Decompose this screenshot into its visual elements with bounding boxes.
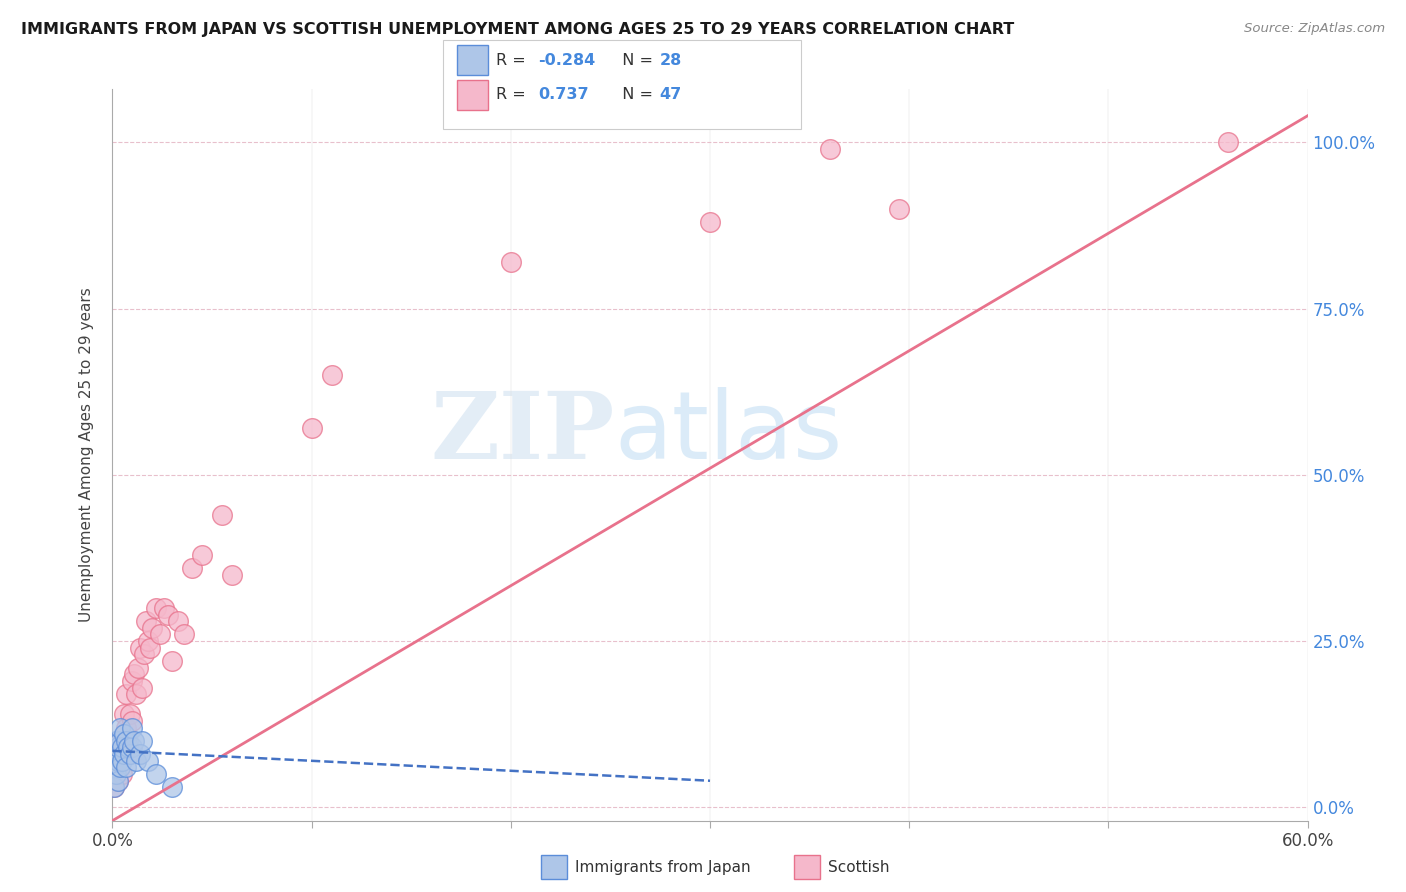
Point [138,754,160,768]
Point [115,734,138,748]
Point [107,773,129,788]
Point [115,721,138,735]
Text: -0.284: -0.284 [538,53,596,68]
Point [301,421,323,435]
Text: IMMIGRANTS FROM JAPAN VS SCOTTISH UNEMPLOYMENT AMONG AGES 25 TO 29 YEARS CORRELA: IMMIGRANTS FROM JAPAN VS SCOTTISH UNEMPL… [21,22,1014,37]
Point [117,734,139,748]
Point [173,627,195,641]
Point [699,215,721,229]
Point [211,508,233,522]
Point [181,561,204,575]
Point [105,767,128,781]
Point [162,654,183,668]
Point [105,747,128,761]
Point [131,681,153,695]
Point [1216,136,1239,150]
Point [120,707,142,722]
Point [107,773,129,788]
Text: Source: ZipAtlas.com: Source: ZipAtlas.com [1244,22,1385,36]
Point [107,740,129,755]
Point [103,760,125,774]
Point [818,142,841,156]
Text: N =: N = [612,87,658,103]
Y-axis label: Unemployment Among Ages 25 to 29 years: Unemployment Among Ages 25 to 29 years [79,287,94,623]
Point [162,780,183,795]
Point [117,740,139,755]
Point [141,621,163,635]
Point [125,754,148,768]
Point [110,721,132,735]
Point [138,634,160,648]
Point [121,673,143,688]
Point [134,648,156,662]
Point [105,734,128,748]
Point [114,747,135,761]
Text: 28: 28 [659,53,682,68]
Point [121,714,143,728]
Text: R =: R = [496,53,531,68]
Text: 47: 47 [659,87,682,103]
Text: N =: N = [612,53,658,68]
Point [110,760,132,774]
Point [110,760,132,774]
Text: Immigrants from Japan: Immigrants from Japan [575,860,751,874]
Point [107,734,129,748]
Point [145,600,167,615]
Point [121,740,143,755]
Point [111,754,134,768]
Point [111,767,134,781]
Point [111,740,134,755]
Point [114,707,135,722]
Point [149,627,172,641]
Text: 0.737: 0.737 [538,87,589,103]
Point [139,640,162,655]
Point [125,687,148,701]
Point [153,600,176,615]
Point [129,640,152,655]
Point [107,754,129,768]
Point [103,780,125,795]
Point [124,734,146,748]
Point [105,740,128,755]
Point [124,667,146,681]
Point [131,734,153,748]
Point [114,727,135,741]
Point [135,614,157,628]
Point [110,734,132,748]
Point [499,255,522,269]
Point [121,721,143,735]
Point [321,368,343,383]
Point [157,607,180,622]
Point [145,767,167,781]
Point [103,760,125,774]
Point [129,747,152,761]
Text: Scottish: Scottish [828,860,890,874]
Point [114,747,135,761]
Point [115,760,138,774]
Point [127,661,149,675]
Text: R =: R = [496,87,536,103]
Point [191,548,214,562]
Point [111,734,134,748]
Point [115,687,138,701]
Point [107,754,129,768]
Text: atlas: atlas [614,387,842,479]
Point [167,614,190,628]
Point [110,740,132,755]
Point [889,202,911,216]
Point [221,567,243,582]
Point [103,780,125,795]
Point [120,747,142,761]
Text: ZIP: ZIP [430,388,614,478]
Point [105,767,128,781]
